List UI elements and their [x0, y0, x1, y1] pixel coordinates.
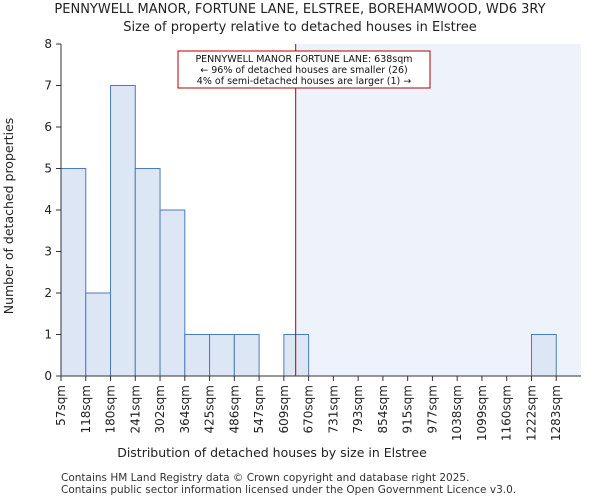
- larger-size-region: [295, 44, 581, 376]
- x-tick-label: 731sqm: [326, 385, 340, 433]
- x-tick-label: 609sqm: [277, 385, 291, 433]
- y-tick-label: 4: [44, 203, 52, 217]
- y-tick-label: 0: [44, 369, 52, 383]
- footer-line-2: Contains public sector information licen…: [61, 484, 517, 496]
- x-tick-label: 670sqm: [302, 385, 316, 433]
- x-tick-label: 915sqm: [401, 385, 415, 433]
- x-tick-label: 547sqm: [252, 385, 266, 433]
- x-tick-label: 57sqm: [54, 385, 68, 426]
- x-tick-label: 180sqm: [104, 385, 118, 433]
- y-tick-label: 1: [44, 328, 52, 342]
- x-tick-label: 1222sqm: [524, 385, 538, 441]
- y-tick-label: 7: [44, 79, 52, 93]
- x-tick-label: 1160sqm: [500, 385, 514, 441]
- y-axis-label: Number of detached properties: [1, 118, 16, 315]
- y-tick-label: 6: [44, 120, 52, 134]
- y-tick-label: 2: [44, 286, 52, 300]
- bar-364sqm: [184, 334, 211, 377]
- bar-302sqm: [159, 209, 186, 377]
- chart-title: PENNYWELL MANOR, FORTUNE LANE, ELSTREE, …: [54, 2, 546, 17]
- y-tick-label: 3: [44, 245, 52, 259]
- x-axis-label: Distribution of detached houses by size …: [117, 445, 427, 460]
- x-tick-label: 241sqm: [128, 385, 142, 433]
- x-tick-label: 1283sqm: [549, 385, 563, 441]
- bar-609sqm: [283, 334, 310, 377]
- footer-line-1: Contains HM Land Registry data © Crown c…: [61, 472, 470, 484]
- x-tick-label: 118sqm: [79, 385, 93, 433]
- x-tick-label: 1099sqm: [475, 385, 489, 441]
- x-tick-label: 364sqm: [178, 385, 192, 433]
- property-annotation: PENNYWELL MANOR FORTUNE LANE: 638sqm ← 9…: [177, 50, 431, 89]
- x-tick-label: 854sqm: [376, 385, 390, 433]
- x-tick-label: 302sqm: [153, 385, 167, 433]
- annotation-line-2: ← 96% of detached houses are smaller (26…: [200, 65, 407, 76]
- x-tick-label: 793sqm: [351, 385, 365, 433]
- bar-1222sqm: [530, 334, 557, 377]
- bar-chart: 0 1 2 3 4 5 6 7 8 57sqm 118sqm 180sqm 241sqm 302sqm 3…: [1, 37, 581, 460]
- bar-241sqm: [134, 168, 161, 377]
- bar-180sqm: [110, 85, 136, 377]
- bar-57sqm: [60, 168, 87, 377]
- bar-486sqm: [233, 334, 260, 377]
- x-tick-label: 1038sqm: [450, 385, 464, 441]
- bar-425sqm: [209, 334, 235, 377]
- annotation-line-1: PENNYWELL MANOR FORTUNE LANE: 638sqm: [195, 54, 412, 65]
- annotation-line-3: 4% of semi-detached houses are larger (1…: [197, 76, 411, 87]
- y-tick-label: 8: [44, 37, 52, 51]
- bar-118sqm: [85, 292, 112, 377]
- y-tick-label: 5: [44, 162, 52, 176]
- x-tick-label: 486sqm: [227, 385, 241, 433]
- x-tick-label: 977sqm: [425, 385, 439, 433]
- chart-subtitle: Size of property relative to detached ho…: [123, 20, 477, 35]
- x-tick-label: 425sqm: [203, 385, 217, 433]
